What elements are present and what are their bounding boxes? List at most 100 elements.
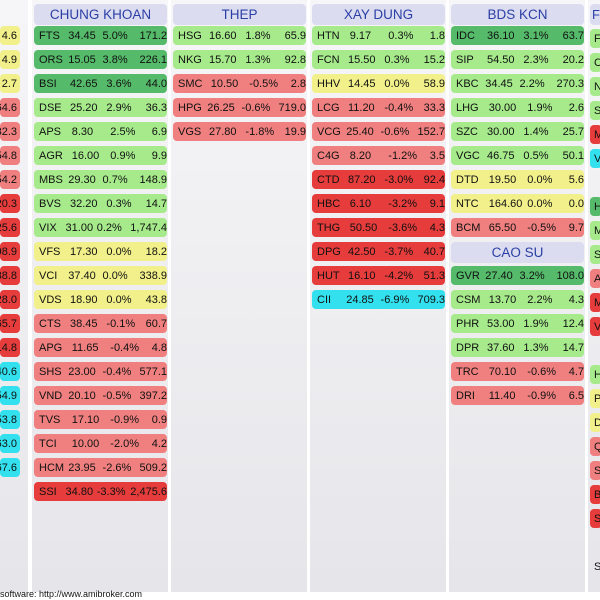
stock-row-ctd[interactable]: CTD 87.20 -3.0% 92.4 [312,170,445,189]
stock-row-vix[interactable]: VIX 31.00 0.2% 1,747.4 [34,218,167,237]
stock-row-bvs[interactable]: BVS 32.20 0.3% 14.7 [34,194,167,213]
stock-row-ntc[interactable]: NTC 164.60 0.0% 0.0 [451,194,584,213]
left-fragment-value: 65.7 [0,314,20,333]
stock-row-vnd[interactable]: VND 20.10 -0.5% 397.2 [34,386,167,405]
stock-price: 17.10 [71,413,100,426]
stock-volume: 9.7 [568,221,584,234]
stock-row-cii[interactable]: CII 24.85 -6.9% 709.3 [312,290,445,309]
stock-row-szc[interactable]: SZC 30.00 1.4% 25.7 [451,122,584,141]
stock-price: 46.75 [486,149,515,162]
stock-change-pct: 0.0% [106,293,132,306]
stock-price: 26.25 [207,101,235,114]
stock-volume: 12.4 [562,317,584,330]
stock-row-vds[interactable]: VDS 18.90 0.0% 43.8 [34,290,167,309]
stock-row-htn[interactable]: HTN 9.17 0.3% 1.8 [312,26,445,45]
right-fragment-item: V [590,149,600,168]
stock-price: 13.70 [488,293,517,306]
stock-row-vgc[interactable]: VGC 46.75 0.5% 50.1 [451,146,584,165]
stock-row-gvr[interactable]: GVR 27.40 3.2% 108.0 [451,266,584,285]
stock-row-kbc[interactable]: KBC 34.45 2.2% 270.3 [451,74,584,93]
stock-change-pct: -3.3% [96,485,126,498]
stock-row-nkg[interactable]: NKG 15.70 1.3% 92.8 [173,50,306,69]
stock-row-agr[interactable]: AGR 16.00 0.9% 9.9 [34,146,167,165]
stock-row-ssi[interactable]: SSI 34.80 -3.3% 2,475.6 [34,482,167,501]
stock-row-hut[interactable]: HUT 16.10 -4.2% 51.3 [312,266,445,285]
stock-row-phr[interactable]: PHR 53.00 1.9% 12.4 [451,314,584,333]
stock-row-hcm[interactable]: HCM 23.95 -2.6% 509.2 [34,458,167,477]
stock-volume: 92.4 [423,173,445,186]
stock-volume: 36.3 [145,101,167,114]
stock-price: 14.45 [347,77,376,90]
stock-volume: 1,747.4 [130,221,167,234]
stock-symbol: FCN [317,53,340,66]
stock-row-smc[interactable]: SMC 10.50 -0.5% 2.8 [173,74,306,93]
stock-row-tci[interactable]: TCI 10.00 -2.0% 4.2 [34,434,167,453]
stock-price: 17.30 [69,245,98,258]
stock-row-apg[interactable]: APG 11.65 -0.4% 4.8 [34,338,167,357]
stock-row-dpr[interactable]: DPR 37.60 1.3% 14.7 [451,338,584,357]
left-fragment-value: 332.3 [0,122,20,141]
stock-row-dri[interactable]: DRI 11.40 -0.9% 6.5 [451,386,584,405]
stock-symbol: SSI [39,485,57,498]
stock-change-pct: 2.2% [519,77,545,90]
stock-row-mbs[interactable]: MBS 29.30 0.7% 148.9 [34,170,167,189]
stock-symbol: TCI [39,437,57,450]
stock-row-fts[interactable]: FTS 34.45 5.0% 171.2 [34,26,167,45]
stock-row-csm[interactable]: CSM 13.70 2.2% 4.3 [451,290,584,309]
right-fragment-item: B [590,485,600,504]
stock-price: 87.20 [347,173,376,186]
stock-symbol: BCM [456,221,481,234]
stock-symbol: VCG [317,125,341,138]
stock-row-shs[interactable]: SHS 23.00 -0.4% 577.1 [34,362,167,381]
stock-symbol: VND [39,389,63,402]
stock-row-lhg[interactable]: LHG 30.00 1.9% 2.6 [451,98,584,117]
stock-symbol: CTS [39,317,61,330]
stock-row-vfs[interactable]: VFS 17.30 0.0% 18.2 [34,242,167,261]
stock-row-lcg[interactable]: LCG 11.20 -0.4% 33.3 [312,98,445,117]
stock-row-fcn[interactable]: FCN 15.50 0.3% 15.2 [312,50,445,69]
stock-row-ors[interactable]: ORS 15.05 3.8% 226.1 [34,50,167,69]
stock-volume: 1.8 [429,29,445,42]
left-fragment-value: 353.8 [0,410,20,429]
stock-row-tvs[interactable]: TVS 17.10 -0.9% 0.9 [34,410,167,429]
stock-symbol: PHR [456,317,480,330]
stock-row-hhv[interactable]: HHV 14.45 0.0% 58.9 [312,74,445,93]
stock-price: 37.60 [486,341,515,354]
stock-row-trc[interactable]: TRC 70.10 -0.6% 4.7 [451,362,584,381]
stock-row-hpg[interactable]: HPG 26.25 -0.6% 719.0 [173,98,306,117]
stock-row-dtd[interactable]: DTD 19.50 0.0% 5.6 [451,170,584,189]
stock-symbol: VGS [178,125,202,138]
stock-row-bcm[interactable]: BCM 65.50 -0.5% 9.7 [451,218,584,237]
stock-row-bsi[interactable]: BSI 42.65 3.6% 44.0 [34,74,167,93]
stock-price: 10.00 [71,437,100,450]
stock-row-vgs[interactable]: VGS 27.80 -1.8% 19.9 [173,122,306,141]
stock-symbol: IDC [456,29,475,42]
stock-row-idc[interactable]: IDC 36.10 3.1% 63.7 [451,26,584,45]
stock-row-vcg[interactable]: VCG 25.40 -0.6% 152.7 [312,122,445,141]
stock-row-cts[interactable]: CTS 38.45 -0.1% 60.7 [34,314,167,333]
left-fragment-value: 767.6 [0,458,20,477]
stock-price: 11.40 [488,389,516,402]
stock-change-pct: -4.2% [384,269,414,282]
stock-price: 16.00 [71,149,100,162]
stock-change-pct: 5.0% [102,29,128,42]
left-fragment-value: 54.2 [0,170,20,189]
stock-row-dpg[interactable]: DPG 42.50 -3.7% 40.7 [312,242,445,261]
stock-row-aps[interactable]: APS 8.30 2.5% 6.9 [34,122,167,141]
stock-volume: 6.5 [568,389,584,402]
stock-change-pct: 2.2% [527,293,553,306]
stock-row-dse[interactable]: DSE 25.20 2.9% 36.3 [34,98,167,117]
stock-price: 15.50 [347,53,376,66]
stock-price: 8.30 [71,125,94,138]
stock-change-pct: 1.8% [245,29,271,42]
stock-volume: 14.7 [145,197,167,210]
stock-volume: 9.9 [151,149,167,162]
stock-price: 15.70 [208,53,237,66]
stock-row-hbc[interactable]: HBC 6.10 -3.2% 9.1 [312,194,445,213]
stock-row-vci[interactable]: VCI 37.40 0.0% 338.9 [34,266,167,285]
stock-row-c4g[interactable]: C4G 8.20 -1.2% 3.5 [312,146,445,165]
stock-row-thg[interactable]: THG 50.50 -3.6% 4.3 [312,218,445,237]
right-fragment-item: S [590,461,600,480]
stock-row-sip[interactable]: SIP 54.50 2.3% 20.2 [451,50,584,69]
stock-row-hsg[interactable]: HSG 16.60 1.8% 65.9 [173,26,306,45]
